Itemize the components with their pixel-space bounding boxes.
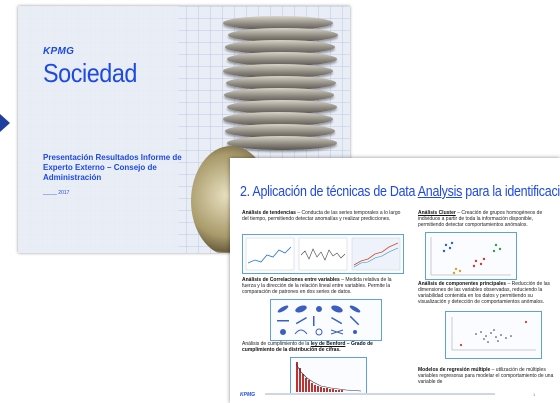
pca-chart-image [445,311,542,359]
kpmg-logo-footer: KPMG [240,392,255,398]
cover-panel [18,6,178,253]
text-tendencias: Análisis de tendencias – Conducta de las… [242,210,401,222]
cover-subtitle: Presentación Resultados Informe de Exper… [43,153,182,182]
trend-charts-image [242,234,404,274]
slide-title: 2. Aplicación de técnicas de Data Analys… [240,184,560,200]
benford-chart-image [290,357,367,395]
slide-data-analysis[interactable]: 2. Aplicación de técnicas de Data Analys… [230,158,560,403]
text-benford: Análisis de cumplimiento de la ley de Be… [242,341,373,353]
footer-text-line [265,393,495,395]
kpmg-logo: KPMG [43,46,75,57]
arrow-right-icon [0,114,10,132]
cover-date: _____ 2017 [43,190,70,196]
cluster-chart-image [425,232,517,280]
text-cluster: Análisis Cluster – Creación de grupos ho… [418,210,543,228]
cover-title: Sociedad [43,58,137,88]
text-regresion: Modelos de regresión múltiple – utilizac… [418,367,554,385]
text-pca: Análisis de componentes principales – Re… [418,281,551,305]
text-correlaciones: Análisis de Correlaciones entre variable… [242,277,392,295]
page-number: 1 [533,392,536,397]
slide-cover[interactable]: KPMG Sociedad Presentación Resultados In… [18,6,350,253]
correlation-charts-image [270,299,382,341]
